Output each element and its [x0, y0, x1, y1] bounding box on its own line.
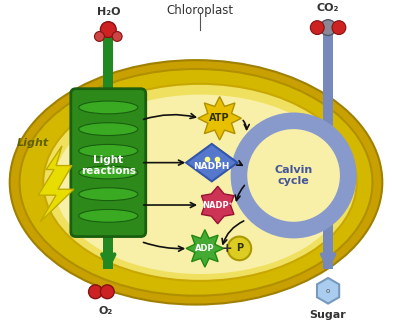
- Text: ATP: ATP: [209, 113, 230, 123]
- Text: ADP: ADP: [195, 244, 215, 253]
- Circle shape: [332, 21, 346, 34]
- Ellipse shape: [54, 95, 348, 274]
- Polygon shape: [198, 97, 241, 140]
- Text: Calvin
cycle: Calvin cycle: [274, 165, 313, 186]
- Ellipse shape: [10, 60, 382, 305]
- Text: Sugar: Sugar: [310, 310, 347, 320]
- Polygon shape: [186, 144, 237, 181]
- Ellipse shape: [79, 101, 138, 114]
- Text: Light: Light: [17, 138, 49, 148]
- Bar: [103, 25, 113, 269]
- Polygon shape: [202, 186, 234, 224]
- Circle shape: [88, 285, 102, 299]
- Text: Light
reactions: Light reactions: [81, 155, 136, 176]
- Circle shape: [100, 22, 116, 37]
- Text: O₂: O₂: [98, 306, 112, 316]
- Text: NADPH: NADPH: [194, 162, 230, 171]
- Text: H₂O: H₂O: [97, 7, 120, 17]
- Circle shape: [94, 32, 104, 42]
- Ellipse shape: [79, 144, 138, 157]
- Polygon shape: [317, 278, 339, 304]
- FancyBboxPatch shape: [71, 89, 146, 237]
- Ellipse shape: [79, 188, 138, 201]
- Circle shape: [247, 129, 340, 222]
- Circle shape: [228, 237, 251, 260]
- Text: P: P: [236, 243, 243, 253]
- Circle shape: [310, 21, 324, 34]
- Circle shape: [320, 20, 336, 35]
- Polygon shape: [186, 230, 224, 267]
- Text: o: o: [326, 288, 330, 294]
- Ellipse shape: [79, 209, 138, 222]
- Text: Chloroplast: Chloroplast: [166, 4, 233, 17]
- Text: NADP⁺: NADP⁺: [202, 201, 233, 210]
- Circle shape: [100, 285, 114, 299]
- Ellipse shape: [20, 69, 373, 296]
- Text: +: +: [221, 242, 232, 255]
- Polygon shape: [38, 146, 74, 222]
- Text: CO₂: CO₂: [317, 3, 339, 13]
- Bar: [323, 25, 333, 269]
- Circle shape: [112, 32, 122, 42]
- Ellipse shape: [43, 84, 357, 281]
- Ellipse shape: [79, 166, 138, 179]
- Ellipse shape: [79, 123, 138, 136]
